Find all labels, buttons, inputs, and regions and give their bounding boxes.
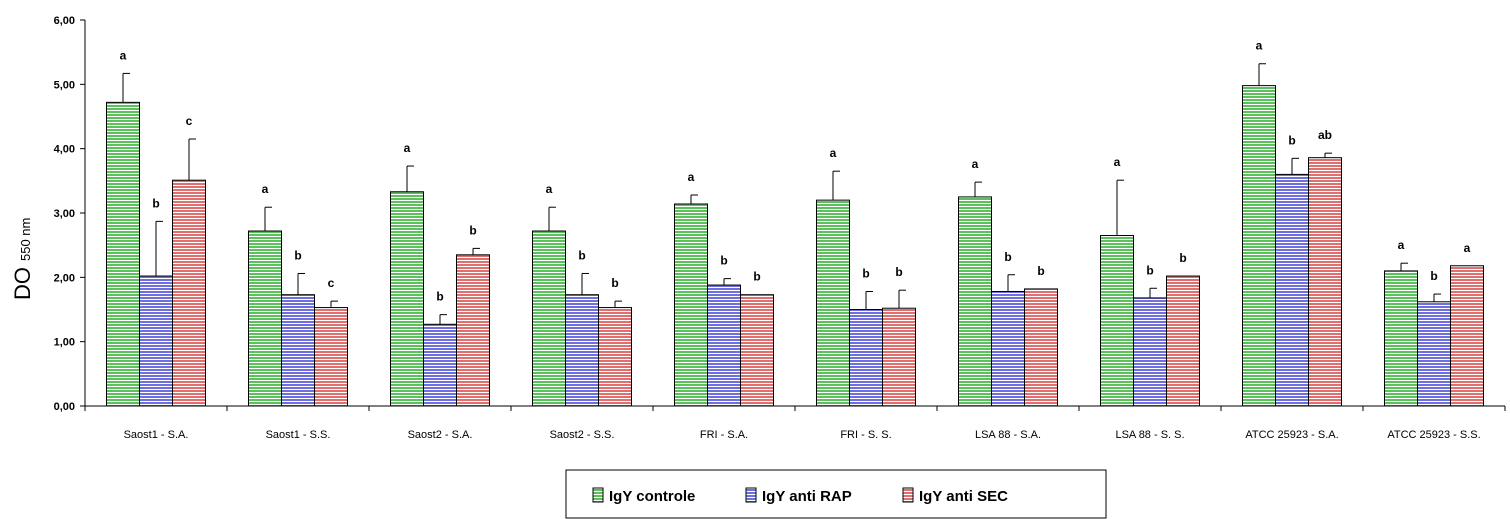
x-category-label: FRI - S.A. [700,429,748,441]
bar [1384,270,1418,407]
bar [106,101,140,407]
significance-label: b [1146,263,1153,277]
significance-label: b [1004,250,1011,264]
significance-label: b [436,290,443,304]
bar [1166,275,1200,407]
bar [456,254,490,407]
significance-label: b [469,223,476,237]
bar [281,294,315,407]
significance-label: b [611,276,618,290]
bar [139,275,173,407]
x-category-label: ATCC 25923 - S.A. [1245,429,1338,441]
x-category-label: ATCC 25923 - S.S. [1387,429,1480,441]
bar [565,294,599,407]
bar [314,307,348,407]
bar [1133,297,1167,407]
bar [1275,173,1309,407]
significance-label: a [546,182,553,196]
y-axis-label: DO550 nm [10,218,35,300]
bar [172,179,206,407]
bar [1100,235,1134,407]
significance-label: b [152,196,159,210]
bar [991,290,1025,407]
bar [707,284,741,407]
bar [882,307,916,407]
legend: IgY controle IgY anti RAP IgY anti SEC [565,469,1107,519]
x-category-label: LSA 88 - S. S. [1115,429,1184,441]
bar [423,323,457,407]
significance-label: a [120,48,127,62]
bar [1308,157,1342,407]
y-tick-label: 5,00 [54,79,75,91]
significance-label: b [1037,264,1044,278]
y-tick-label: 4,00 [54,144,75,156]
y-tick-label: 1,00 [54,337,75,349]
y-tick-label: 2,00 [54,272,75,284]
significance-label: b [1288,133,1295,147]
y-axis-title: DO550 nm [10,218,35,300]
y-tick-label: 6,00 [54,15,75,27]
significance-label: a [262,182,269,196]
significance-label: a [972,157,979,171]
significance-label: a [830,146,837,160]
x-category-label: Saost1 - S.S. [266,429,331,441]
significance-label: c [186,114,193,128]
significance-label: ab [1318,128,1332,142]
bar [849,309,883,407]
bar [816,199,850,407]
legend-label: IgY controle [609,488,695,505]
bar [958,196,992,407]
legend-box [565,469,1107,519]
significance-label: b [1430,269,1437,283]
significance-label: b [294,248,301,262]
legend-label: IgY anti RAP [762,488,852,505]
bar [598,307,632,407]
significance-label: a [1256,39,1263,53]
bar [390,191,424,407]
significance-label: a [404,141,411,155]
y-tick-label: 3,00 [54,208,75,220]
legend-label: IgY anti SEC [919,488,1008,505]
y-tick-label: 0,00 [54,401,75,413]
bar [532,230,566,407]
significance-label: b [578,248,585,262]
significance-label: b [720,254,727,268]
bar [674,203,708,407]
bar [248,230,282,407]
x-category-label: LSA 88 - S.A. [975,429,1041,441]
bar [1450,265,1484,407]
x-category-label: Saost2 - S.A. [408,429,473,441]
legend-swatch [745,487,757,503]
x-category-label: Saost2 - S.S. [550,429,615,441]
significance-label: b [1179,251,1186,265]
bar [1417,301,1451,407]
significance-label: a [1398,238,1405,252]
legend-swatch [902,487,914,503]
significance-label: c [328,276,335,290]
significance-label: b [753,270,760,284]
x-axis: Saost1 - S.A. Saost1 - S.S. Saost2 - S.A. S… [84,405,1506,441]
bar [1242,85,1276,407]
bar [740,294,774,407]
x-category-label: Saost1 - S.A. [124,429,189,441]
significance-label: a [688,170,695,184]
y-axis: 0,00 1,00 2,00 3,00 4,00 5,00 6,00 [54,15,86,413]
significance-label: a [1114,155,1121,169]
significance-label: b [895,265,902,279]
legend-swatch [592,487,604,503]
bar [1024,288,1058,407]
x-category-label: FRI - S. S. [840,429,891,441]
significance-label: b [862,266,869,280]
significance-label: a [1464,241,1471,255]
